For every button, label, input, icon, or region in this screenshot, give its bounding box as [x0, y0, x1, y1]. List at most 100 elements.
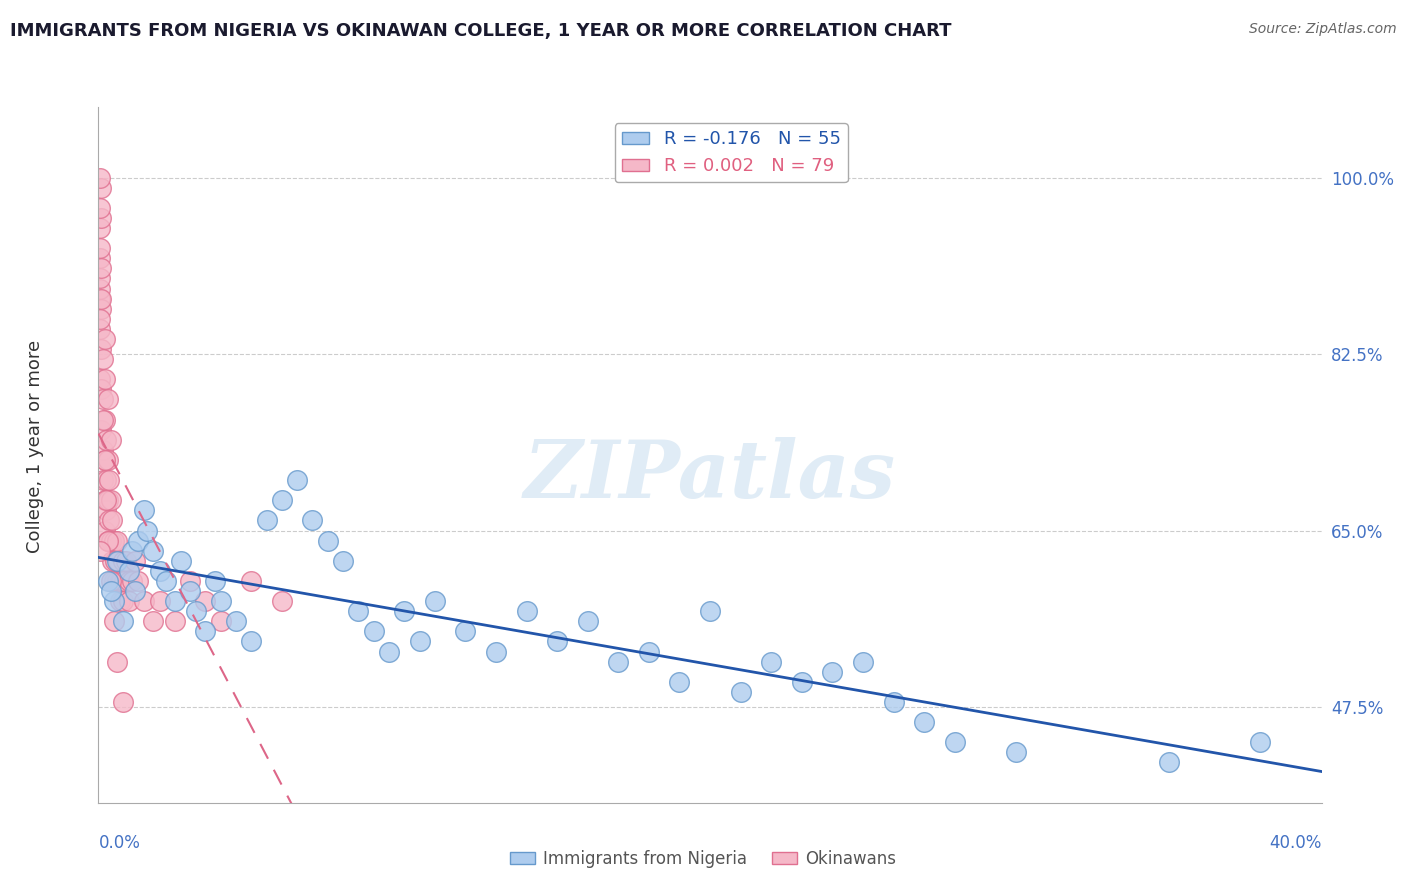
- Point: [485, 644, 508, 658]
- Point: [107, 554, 129, 568]
- Point: [454, 624, 477, 639]
- Point: [516, 604, 538, 618]
- Point: [149, 564, 172, 578]
- Point: [91, 412, 114, 426]
- Point: [100, 433, 122, 447]
- Point: [101, 513, 124, 527]
- Point: [101, 554, 124, 568]
- Point: [104, 554, 127, 568]
- Text: ZIPatlas: ZIPatlas: [524, 437, 896, 515]
- Point: [121, 574, 143, 588]
- Text: College, 1 year or more: College, 1 year or more: [27, 340, 44, 552]
- Point: [94, 503, 117, 517]
- Point: [97, 574, 120, 588]
- Point: [943, 735, 966, 749]
- Point: [90, 342, 112, 356]
- Point: [108, 574, 131, 588]
- Point: [90, 261, 112, 276]
- Point: [194, 594, 217, 608]
- Point: [89, 221, 111, 235]
- Point: [186, 604, 208, 618]
- Point: [118, 574, 141, 588]
- Point: [89, 170, 111, 185]
- Point: [423, 594, 446, 608]
- Point: [576, 615, 599, 629]
- Point: [1004, 745, 1026, 759]
- Point: [121, 543, 143, 558]
- Point: [637, 644, 661, 658]
- Point: [883, 695, 905, 709]
- Point: [90, 292, 112, 306]
- Point: [89, 281, 111, 295]
- Point: [98, 473, 121, 487]
- Point: [118, 594, 141, 608]
- Point: [97, 392, 120, 407]
- Point: [316, 533, 339, 548]
- Point: [912, 715, 935, 730]
- Legend: Immigrants from Nigeria, Okinawans: Immigrants from Nigeria, Okinawans: [503, 844, 903, 875]
- Point: [105, 554, 128, 568]
- Point: [170, 554, 193, 568]
- Point: [105, 655, 128, 669]
- Point: [97, 493, 120, 508]
- Point: [142, 615, 165, 629]
- Point: [285, 473, 308, 487]
- Point: [93, 332, 115, 346]
- Point: [91, 473, 114, 487]
- Point: [111, 615, 134, 629]
- Point: [103, 533, 125, 548]
- Point: [100, 584, 122, 599]
- Point: [93, 524, 115, 538]
- Point: [103, 594, 125, 608]
- Point: [136, 524, 159, 538]
- Point: [134, 594, 156, 608]
- Point: [91, 352, 114, 367]
- Point: [118, 564, 141, 578]
- Point: [225, 615, 247, 629]
- Point: [1157, 756, 1180, 770]
- Point: [761, 655, 783, 669]
- Point: [89, 241, 111, 255]
- Point: [127, 533, 149, 548]
- Point: [97, 453, 120, 467]
- Point: [363, 624, 385, 639]
- Point: [347, 604, 370, 618]
- Point: [103, 615, 125, 629]
- Point: [89, 271, 111, 285]
- Point: [89, 311, 111, 326]
- Point: [108, 594, 131, 608]
- Point: [111, 554, 134, 568]
- Point: [332, 554, 354, 568]
- Point: [111, 695, 134, 709]
- Text: Source: ZipAtlas.com: Source: ZipAtlas.com: [1249, 22, 1396, 37]
- Point: [115, 554, 138, 568]
- Point: [93, 453, 115, 467]
- Point: [179, 584, 201, 599]
- Point: [852, 655, 875, 669]
- Point: [98, 513, 121, 527]
- Point: [546, 634, 568, 648]
- Point: [127, 574, 149, 588]
- Point: [668, 674, 690, 689]
- Point: [142, 543, 165, 558]
- Point: [90, 301, 112, 316]
- Point: [105, 533, 128, 548]
- Point: [105, 574, 128, 588]
- Point: [155, 574, 177, 588]
- Point: [256, 513, 278, 527]
- Point: [149, 594, 172, 608]
- Point: [89, 322, 111, 336]
- Point: [110, 574, 132, 588]
- Point: [89, 372, 111, 386]
- Point: [163, 594, 186, 608]
- Point: [90, 383, 112, 397]
- Point: [93, 493, 115, 508]
- Point: [270, 594, 294, 608]
- Point: [91, 442, 114, 457]
- Text: IMMIGRANTS FROM NIGERIA VS OKINAWAN COLLEGE, 1 YEAR OR MORE CORRELATION CHART: IMMIGRANTS FROM NIGERIA VS OKINAWAN COLL…: [10, 22, 952, 40]
- Point: [111, 594, 134, 608]
- Point: [100, 493, 122, 508]
- Point: [378, 644, 401, 658]
- Text: 0.0%: 0.0%: [98, 834, 141, 852]
- Point: [93, 453, 115, 467]
